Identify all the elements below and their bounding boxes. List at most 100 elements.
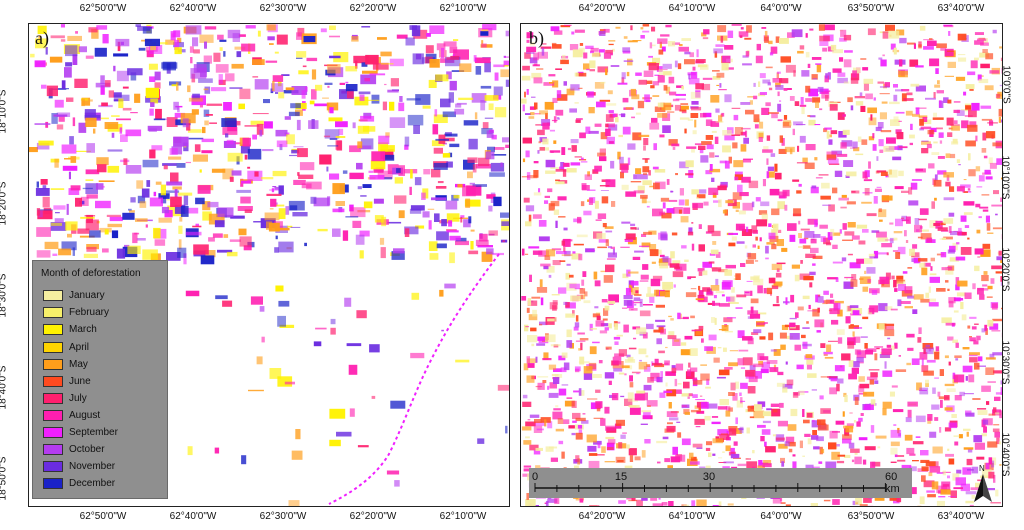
deforestation-patch xyxy=(852,141,858,149)
deforestation-patch xyxy=(641,197,647,204)
map-panel-a[interactable]: a) xyxy=(28,23,510,507)
deforestation-patch xyxy=(648,55,653,58)
deforestation-patch xyxy=(832,244,838,249)
deforestation-patch xyxy=(199,103,203,108)
deforestation-patch xyxy=(572,49,583,58)
deforestation-patch xyxy=(536,343,546,346)
deforestation-patch xyxy=(876,231,887,238)
deforestation-patch xyxy=(742,336,753,341)
deforestation-patch xyxy=(775,85,784,90)
deforestation-patch xyxy=(899,37,907,44)
map-panel-b[interactable]: b) xyxy=(520,23,1003,507)
deforestation-patch xyxy=(893,116,899,123)
deforestation-patch xyxy=(980,75,984,77)
deforestation-patch xyxy=(111,230,119,239)
deforestation-patch xyxy=(816,64,822,73)
deforestation-patch xyxy=(380,51,392,57)
deforestation-patch xyxy=(847,337,856,346)
deforestation-patch xyxy=(82,187,93,190)
deforestation-patch xyxy=(536,68,544,70)
deforestation-patch xyxy=(696,49,699,58)
deforestation-patch xyxy=(654,289,660,296)
deforestation-patch xyxy=(706,441,713,446)
deforestation-patch xyxy=(588,130,599,134)
deforestation-patch xyxy=(467,171,473,179)
deforestation-patch xyxy=(767,82,771,86)
deforestation-patch xyxy=(955,284,960,291)
deforestation-patch xyxy=(563,81,567,86)
deforestation-patch xyxy=(625,107,633,110)
deforestation-patch xyxy=(113,53,129,57)
deforestation-patch xyxy=(701,401,709,409)
deforestation-patch xyxy=(718,269,728,273)
legend-swatch xyxy=(43,410,63,421)
deforestation-patch xyxy=(826,154,836,161)
deforestation-patch xyxy=(619,156,624,164)
deforestation-patch xyxy=(879,86,890,88)
deforestation-patch xyxy=(723,461,734,464)
deforestation-patch xyxy=(954,395,962,401)
deforestation-patch xyxy=(306,57,318,62)
deforestation-patch xyxy=(267,36,275,41)
deforestation-patch xyxy=(963,428,971,431)
deforestation-patch xyxy=(544,255,551,260)
deforestation-patch xyxy=(526,172,531,180)
deforestation-patch xyxy=(930,266,933,271)
deforestation-patch xyxy=(753,410,765,419)
deforestation-patch xyxy=(824,24,835,31)
deforestation-patch xyxy=(965,140,976,147)
deforestation-patch xyxy=(897,246,906,255)
deforestation-patch xyxy=(170,196,182,207)
deforestation-patch xyxy=(992,29,997,34)
deforestation-patch xyxy=(882,54,885,57)
deforestation-patch xyxy=(867,278,872,283)
deforestation-patch xyxy=(988,457,993,465)
deforestation-patch xyxy=(493,196,502,207)
deforestation-patch xyxy=(841,140,853,147)
deforestation-patch xyxy=(815,101,819,108)
deforestation-patch xyxy=(802,455,805,457)
deforestation-patch xyxy=(725,200,733,204)
deforestation-patch xyxy=(552,97,558,103)
deforestation-patch xyxy=(921,365,929,373)
deforestation-patch xyxy=(209,122,217,124)
deforestation-patch xyxy=(817,294,821,298)
deforestation-patch xyxy=(678,46,689,52)
deforestation-patch xyxy=(785,361,788,365)
deforestation-patch xyxy=(989,162,997,169)
deforestation-patch xyxy=(612,48,615,52)
deforestation-patch xyxy=(605,264,615,273)
deforestation-patch xyxy=(219,39,227,42)
deforestation-patch xyxy=(699,395,703,397)
deforestation-patch xyxy=(977,38,987,41)
deforestation-patch xyxy=(537,376,549,378)
deforestation-patch xyxy=(917,236,923,239)
deforestation-patch xyxy=(607,246,612,249)
deforestation-patch xyxy=(913,257,921,264)
deforestation-patch xyxy=(659,392,666,398)
deforestation-patch xyxy=(937,391,941,397)
deforestation-patch xyxy=(778,148,787,154)
deforestation-patch xyxy=(664,360,670,366)
deforestation-patch xyxy=(945,181,951,187)
deforestation-patch xyxy=(409,186,412,195)
deforestation-patch xyxy=(991,265,1002,270)
deforestation-patch xyxy=(904,434,913,441)
deforestation-patch xyxy=(132,232,138,244)
deforestation-patch xyxy=(544,101,554,110)
deforestation-patch xyxy=(370,160,386,170)
deforestation-patch xyxy=(665,86,671,94)
deforestation-patch xyxy=(887,337,891,340)
deforestation-patch xyxy=(819,224,828,229)
deforestation-patch xyxy=(816,436,824,442)
deforestation-patch xyxy=(297,148,308,158)
deforestation-patch xyxy=(878,139,884,147)
deforestation-patch xyxy=(84,109,96,119)
deforestation-patch xyxy=(941,317,952,324)
deforestation-patch xyxy=(78,122,87,133)
deforestation-patch xyxy=(819,395,824,400)
deforestation-patch xyxy=(863,78,874,84)
deforestation-patch xyxy=(390,78,399,87)
deforestation-patch xyxy=(363,112,372,119)
deforestation-patch xyxy=(648,63,659,71)
